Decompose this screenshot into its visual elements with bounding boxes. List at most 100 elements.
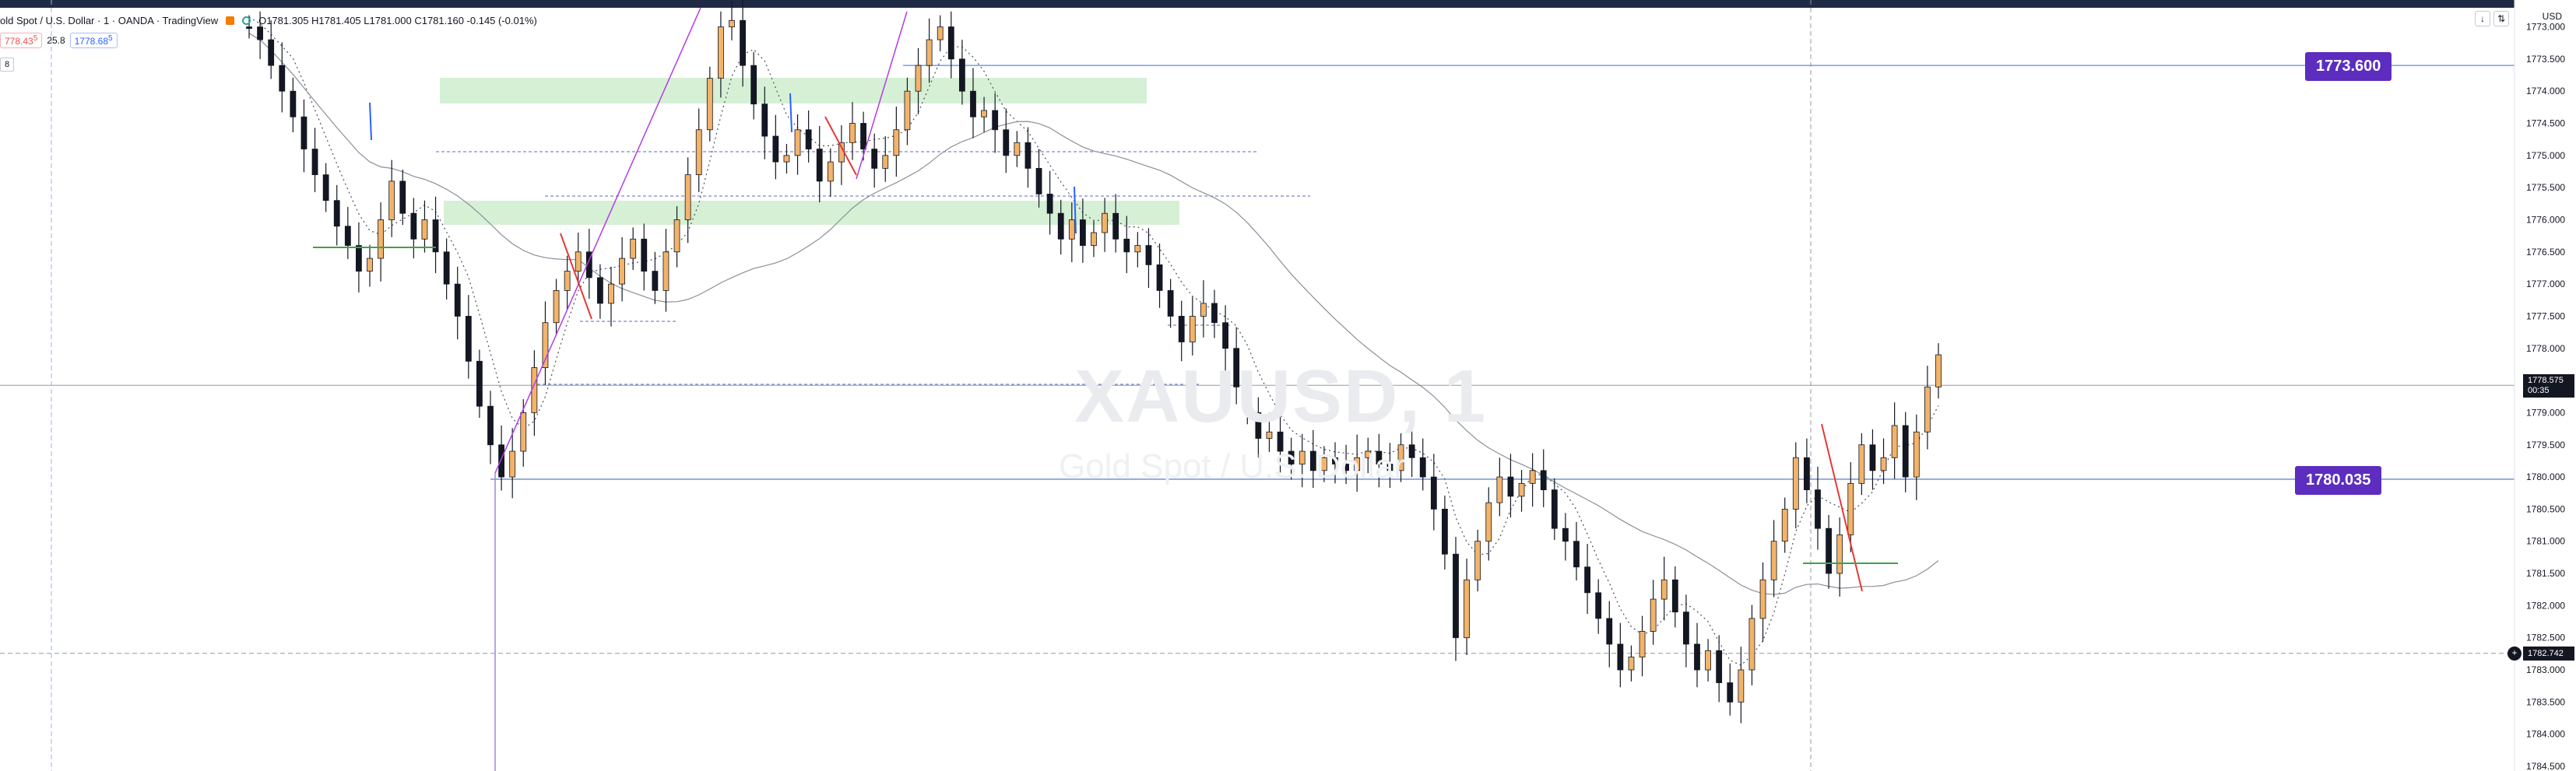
candle[interactable]: [937, 15, 944, 51]
candle[interactable]: [1507, 454, 1514, 518]
candle[interactable]: [1112, 194, 1119, 253]
candle[interactable]: [1200, 280, 1207, 338]
candle[interactable]: [1562, 513, 1569, 561]
candle[interactable]: [1156, 244, 1163, 308]
candle[interactable]: [290, 77, 297, 133]
candle[interactable]: [356, 222, 362, 293]
candle[interactable]: [915, 47, 922, 114]
candle[interactable]: [564, 255, 571, 310]
candle[interactable]: [257, 11, 263, 59]
candle[interactable]: [1255, 397, 1262, 458]
swing-line[interactable]: [824, 116, 857, 176]
sell-button[interactable]: 778.435: [0, 33, 43, 48]
candle[interactable]: [1869, 429, 1876, 490]
candle[interactable]: [783, 143, 790, 173]
candle[interactable]: [1880, 438, 1887, 485]
candle[interactable]: [794, 114, 801, 175]
candle[interactable]: [1442, 496, 1448, 570]
fast-ma-line[interactable]: [248, 16, 1939, 666]
candle[interactable]: [1024, 127, 1031, 188]
upper-level-label[interactable]: 1773.600: [2305, 52, 2392, 82]
compare-icon[interactable]: ⇅: [2493, 11, 2509, 26]
candle[interactable]: [322, 163, 329, 212]
candle[interactable]: [1046, 170, 1053, 235]
candle[interactable]: [1584, 544, 1590, 615]
candle[interactable]: [1913, 414, 1920, 500]
candle[interactable]: [487, 391, 494, 464]
candle[interactable]: [1847, 462, 1854, 552]
candle[interactable]: [1145, 228, 1152, 289]
candle[interactable]: [509, 428, 516, 499]
trend-line[interactable]: [856, 11, 908, 180]
candle[interactable]: [1211, 289, 1218, 338]
candle[interactable]: [1233, 327, 1240, 405]
candle[interactable]: [1309, 429, 1316, 489]
candle[interactable]: [1068, 202, 1075, 263]
candle[interactable]: [926, 18, 933, 83]
candle[interactable]: [1639, 615, 1646, 677]
candle[interactable]: [1003, 108, 1010, 173]
candle[interactable]: [344, 206, 351, 259]
candle[interactable]: [1617, 622, 1624, 688]
candle[interactable]: [410, 198, 417, 259]
candle[interactable]: [1474, 529, 1481, 592]
candle[interactable]: [1858, 433, 1865, 496]
candle[interactable]: [1738, 647, 1745, 724]
candle[interactable]: [1518, 469, 1525, 512]
trend-line[interactable]: [494, 7, 701, 474]
candle[interactable]: [729, 1, 735, 40]
buy-button[interactable]: 1778.685: [69, 33, 118, 48]
candle[interactable]: [992, 93, 999, 153]
candle[interactable]: [970, 68, 976, 138]
candle[interactable]: [750, 51, 757, 120]
candle[interactable]: [673, 206, 680, 268]
candle[interactable]: [1354, 434, 1361, 492]
candle[interactable]: [311, 128, 318, 192]
lower-level-label[interactable]: 1780.035: [2295, 465, 2382, 495]
candle[interactable]: [585, 229, 592, 300]
candle[interactable]: [1244, 375, 1251, 425]
candle[interactable]: [1178, 300, 1185, 362]
candle[interactable]: [1694, 622, 1700, 688]
candle[interactable]: [1453, 536, 1459, 661]
candle[interactable]: [1496, 457, 1503, 517]
candle[interactable]: [1770, 520, 1777, 598]
candle[interactable]: [1189, 296, 1196, 356]
candle[interactable]: [871, 133, 878, 188]
candle[interactable]: [1419, 438, 1426, 491]
candle[interactable]: [1485, 487, 1492, 561]
candle[interactable]: [641, 223, 648, 291]
candle[interactable]: [1288, 437, 1295, 480]
candle[interactable]: [1716, 635, 1723, 703]
candle[interactable]: [1376, 433, 1383, 488]
candle[interactable]: [1134, 232, 1141, 268]
candle[interactable]: [1408, 429, 1415, 478]
candle[interactable]: [893, 107, 900, 177]
candle[interactable]: [1167, 279, 1174, 328]
add-alert-icon[interactable]: +: [2507, 646, 2522, 661]
candle[interactable]: [1397, 433, 1404, 482]
candle[interactable]: [465, 295, 472, 379]
candle[interactable]: [981, 96, 987, 133]
candle[interactable]: [849, 102, 856, 160]
candle[interactable]: [1277, 408, 1284, 473]
candle[interactable]: [1792, 442, 1799, 529]
candle[interactable]: [1551, 478, 1558, 541]
candle[interactable]: [1705, 639, 1711, 682]
candle[interactable]: [1606, 601, 1613, 668]
candle[interactable]: [1102, 198, 1108, 252]
candle[interactable]: [827, 148, 834, 197]
candle[interactable]: [1080, 198, 1086, 263]
candle[interactable]: [805, 110, 812, 163]
candle[interactable]: [1628, 645, 1635, 682]
candle[interactable]: [1683, 594, 1689, 668]
candle[interactable]: [432, 196, 439, 274]
candle[interactable]: [1222, 305, 1228, 372]
candle[interactable]: [1091, 221, 1097, 258]
candle[interactable]: [575, 233, 582, 285]
candle[interactable]: [1804, 438, 1810, 503]
candle[interactable]: [1573, 521, 1580, 581]
candle[interactable]: [333, 184, 340, 246]
candle[interactable]: [542, 301, 549, 385]
candle[interactable]: [1035, 149, 1042, 208]
